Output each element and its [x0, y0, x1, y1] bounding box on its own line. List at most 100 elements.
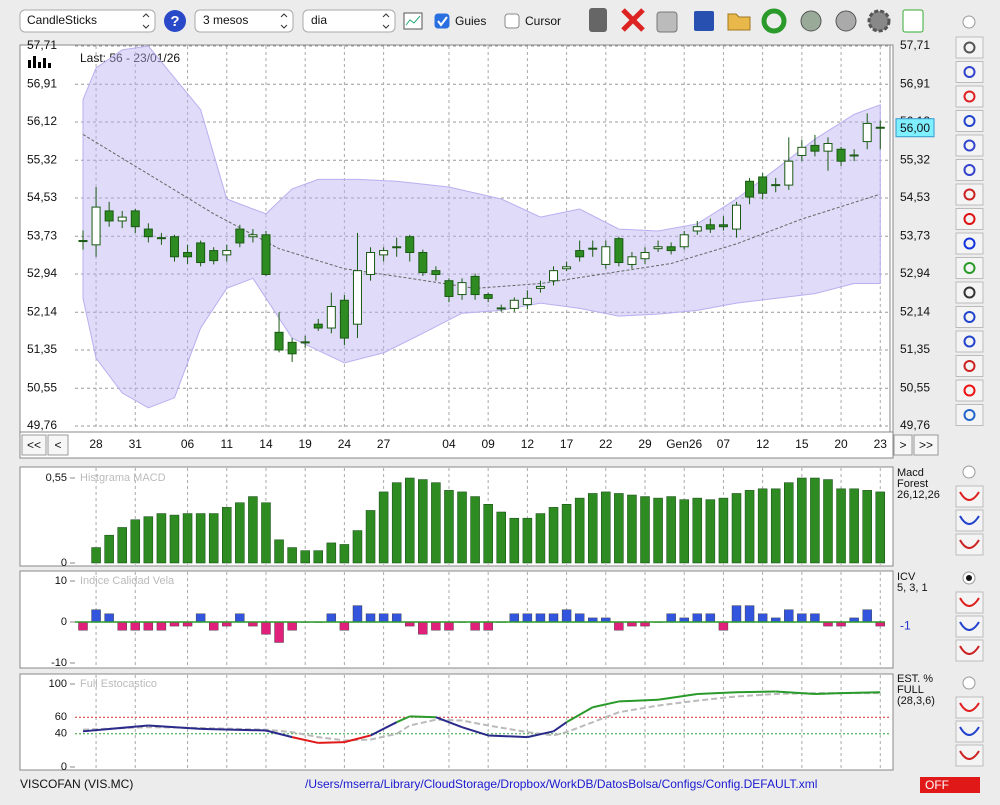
tool-button[interactable] [955, 639, 984, 662]
x-tick-label: 27 [377, 437, 391, 451]
delete-button[interactable] [621, 8, 645, 32]
euro-button[interactable] [835, 10, 857, 32]
tool-button[interactable] [955, 61, 984, 83]
macd-bar [731, 493, 742, 564]
icv-bar [862, 609, 872, 623]
candle-body [653, 246, 663, 250]
print-button[interactable] [656, 11, 678, 33]
stoch-k-segment [814, 692, 842, 695]
trash-button[interactable] [589, 8, 607, 32]
status-box[interactable] [920, 777, 980, 793]
tool-button[interactable] [955, 208, 984, 230]
tool-button[interactable] [955, 159, 984, 181]
candle-body [862, 122, 872, 143]
calendar-button[interactable] [902, 9, 924, 33]
tool-glyph [963, 384, 976, 397]
tool-button[interactable] [955, 36, 984, 59]
tool-button[interactable] [955, 615, 984, 638]
macd-bar [300, 550, 310, 564]
candle-body [666, 246, 676, 252]
nav-label: < [54, 438, 61, 452]
y-tick-label: 54,53 [900, 190, 930, 204]
candle-body [771, 184, 781, 187]
cursor-checkbox[interactable] [504, 13, 520, 29]
tool-button[interactable] [955, 306, 984, 328]
chart-icon-line [405, 15, 421, 26]
refresh-button[interactable] [761, 8, 787, 34]
config-path[interactable]: /Users/mserra/Library/CloudStorage/Dropb… [305, 777, 817, 791]
icv-bar [365, 613, 376, 623]
macd-bar [784, 482, 794, 564]
tool-button[interactable] [955, 110, 984, 132]
x-tick-label: 17 [560, 437, 574, 451]
radio[interactable] [962, 676, 976, 690]
tool-button[interactable] [955, 134, 984, 157]
macd-bar [718, 497, 729, 564]
candle-body [444, 280, 454, 297]
open-button[interactable] [727, 13, 751, 31]
candle-body [562, 266, 572, 270]
tool-button[interactable] [955, 232, 984, 255]
help-button[interactable] [164, 10, 186, 32]
nav-button[interactable] [21, 434, 47, 456]
candle-body [209, 250, 219, 262]
y-tick-label: 0 [61, 616, 67, 628]
tool-button[interactable] [955, 696, 984, 719]
icv-bar [561, 609, 572, 623]
tool-glyph [963, 237, 976, 250]
y-tick-label: 56,91 [900, 76, 930, 90]
candle-body [352, 270, 362, 325]
tool-button[interactable] [955, 85, 984, 108]
candle-body [235, 228, 245, 244]
candle-body [732, 204, 741, 230]
tool-button[interactable] [955, 485, 984, 508]
tool-button[interactable] [955, 379, 984, 402]
tool-button[interactable] [955, 591, 984, 614]
radio[interactable] [962, 465, 976, 479]
tool-button[interactable] [955, 509, 984, 532]
panel-legend: ICV [897, 571, 916, 583]
interval-select[interactable] [302, 9, 396, 33]
radio[interactable] [962, 15, 976, 29]
y-tick-label: 60 [55, 711, 67, 723]
tool-button[interactable] [955, 720, 984, 743]
stoch-k-segment [461, 726, 489, 737]
tool-glyph [963, 164, 976, 176]
last-price-box [895, 118, 935, 138]
candle-body [745, 180, 755, 198]
tool-button[interactable] [955, 281, 984, 304]
nav-label: >> [919, 438, 933, 452]
chart-type-select[interactable] [19, 9, 156, 33]
x-tick-label: 29 [638, 437, 652, 451]
icv-bar [666, 613, 676, 623]
tool-button[interactable] [955, 257, 984, 279]
period-select[interactable] [194, 9, 294, 33]
tool-button[interactable] [955, 744, 984, 767]
tool-button[interactable] [955, 404, 984, 426]
nav-label: > [899, 438, 906, 452]
tool-glyph [963, 188, 976, 201]
save-button[interactable] [694, 11, 714, 31]
stoch-k-segment [527, 730, 554, 739]
macd-bar [522, 517, 533, 564]
nav-button[interactable] [913, 434, 939, 456]
macd-bar [509, 517, 520, 564]
macd-bar [339, 544, 350, 564]
tool-button[interactable] [955, 355, 984, 377]
stoch-k-segment [265, 729, 293, 739]
chart-icon[interactable] [403, 12, 423, 30]
tool-glyph [959, 515, 980, 525]
settings-button[interactable] [867, 9, 891, 33]
last-price: 56,00 [900, 121, 930, 135]
tool-button[interactable] [955, 533, 984, 556]
nav-button[interactable] [893, 434, 913, 456]
candle-body [196, 242, 206, 264]
guides-checkbox[interactable] [434, 13, 450, 29]
tool-button[interactable] [955, 183, 984, 206]
dollar-button[interactable] [800, 10, 822, 32]
tool-button[interactable] [955, 330, 984, 353]
panel-legend: Forest [897, 478, 928, 490]
tool-glyph [959, 645, 980, 655]
nav-button[interactable] [47, 434, 69, 456]
